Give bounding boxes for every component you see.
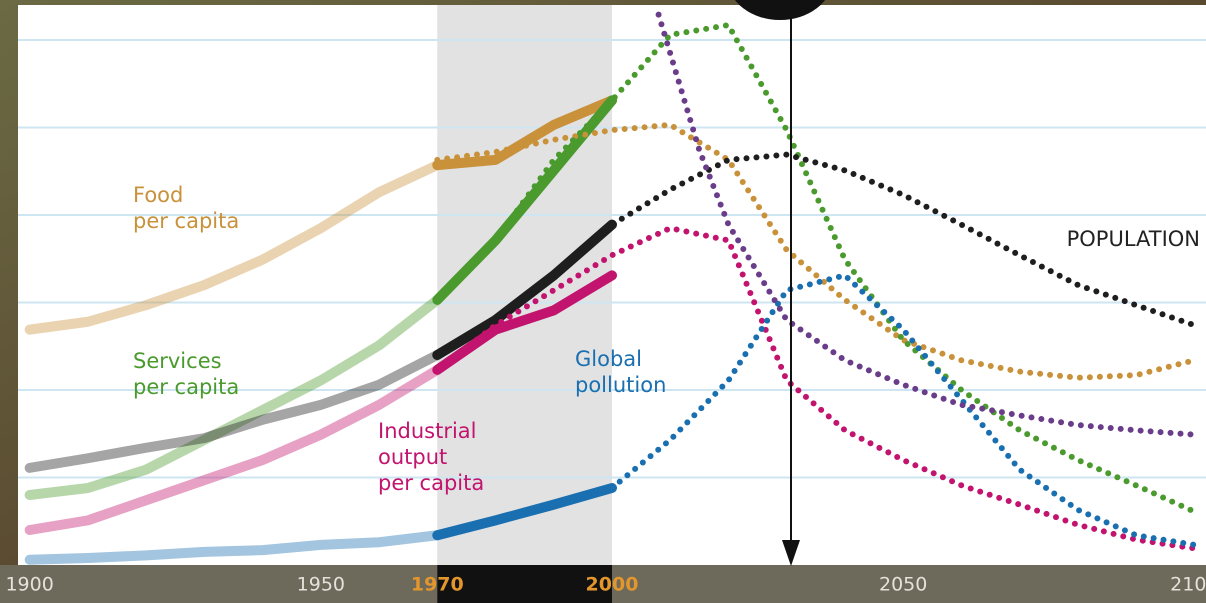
x-tick-label: 2000 [586, 574, 639, 596]
x-tick-label: 1900 [5, 574, 53, 596]
historical-line [432, 483, 617, 541]
series-label: per capita [133, 209, 239, 233]
arrow-head [782, 540, 800, 566]
historical-line [24, 364, 443, 535]
overlay: 190019501970200020502100Foodper capitaSe… [5, 0, 1206, 596]
projection-line [434, 121, 1198, 381]
projection-line [655, 11, 1198, 438]
historical-line [24, 530, 443, 565]
projection-line [434, 225, 1198, 552]
x-tick-label: 2100 [1170, 574, 1206, 596]
series-label: Services [133, 349, 222, 373]
historical-line [432, 270, 617, 375]
historical-line [24, 350, 443, 473]
series-label: POPULATION [1067, 227, 1200, 251]
x-tick-label: 2050 [879, 574, 927, 596]
series-label: per capita [133, 375, 239, 399]
historical-line [24, 294, 443, 500]
historical-line [432, 95, 617, 171]
marker-circle [734, 0, 826, 20]
projection-line [434, 151, 1198, 358]
axis-highlight [437, 565, 612, 603]
x-tick-label: 1970 [411, 574, 464, 596]
series-label: per capita [378, 471, 484, 495]
series-label: pollution [575, 373, 666, 397]
series-label: Global [575, 347, 642, 371]
series-label: output [378, 445, 447, 469]
historical-line [24, 160, 443, 335]
plot [18, 5, 1206, 565]
highlight-band [437, 5, 612, 565]
series-label: Industrial [378, 419, 477, 443]
series-label: Food [133, 183, 183, 207]
projection-line [609, 272, 1198, 548]
x-tick-label: 1950 [297, 574, 345, 596]
